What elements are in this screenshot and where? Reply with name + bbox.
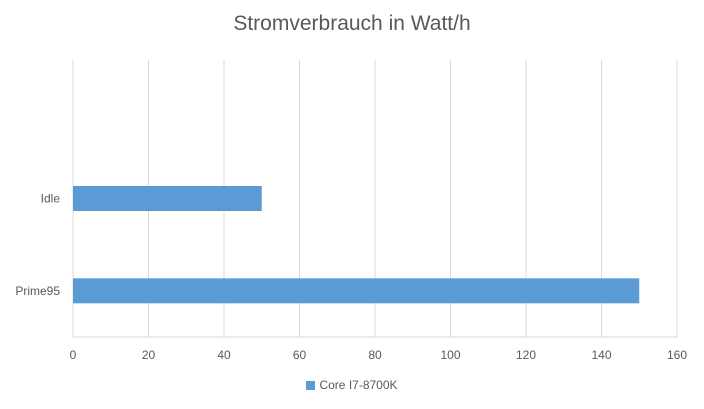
bar-idle: [73, 186, 262, 211]
x-tick-label-1: 20: [142, 348, 156, 362]
x-tick-label-5: 100: [440, 348, 460, 362]
y-tick-label-0: Idle: [41, 192, 61, 206]
x-tick-label-6: 120: [516, 348, 536, 362]
x-tick-label-3: 60: [293, 348, 307, 362]
legend-label: Core I7-8700K: [319, 378, 398, 392]
x-tick-label-7: 140: [591, 348, 611, 362]
bar-prime95: [73, 278, 640, 304]
x-tick-label-4: 80: [368, 348, 382, 362]
legend-swatch: [306, 381, 316, 390]
x-tick-label-2: 40: [217, 348, 231, 362]
x-tick-label-0: 0: [70, 348, 77, 362]
chart-title: Stromverbrauch in Watt/h: [233, 12, 471, 35]
x-tick-label-8: 160: [667, 348, 687, 362]
y-tick-label-1: Prime95: [15, 284, 60, 298]
legend: Core I7-8700K: [0, 378, 704, 392]
